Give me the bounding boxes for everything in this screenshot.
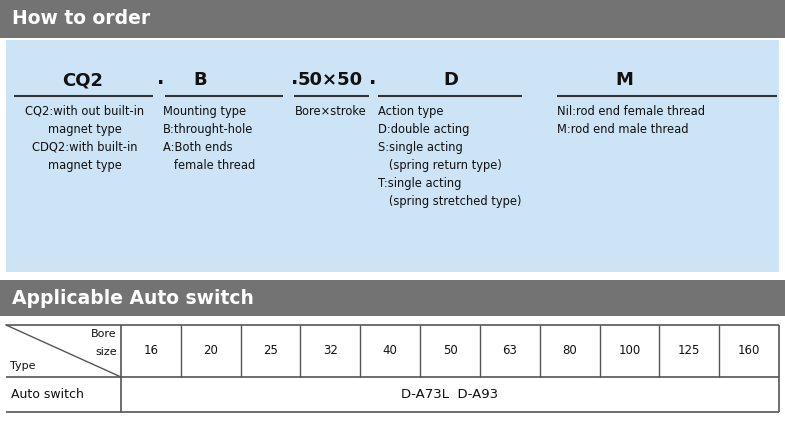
Text: D-A73L  D-A93: D-A73L D-A93 [401,388,498,401]
Text: 63: 63 [502,344,517,358]
Text: Applicable Auto switch: Applicable Auto switch [12,289,254,308]
Text: B:throught-hole: B:throught-hole [163,123,254,136]
Text: magnet type: magnet type [48,159,122,172]
Text: Bore: Bore [91,329,117,339]
Text: .: . [157,69,165,88]
Text: S:single acting: S:single acting [378,141,463,154]
Text: Bore×stroke: Bore×stroke [294,105,366,118]
Text: female thread: female thread [163,159,256,172]
Text: .: . [290,69,298,88]
Bar [0,0,785,38]
Text: 125: 125 [678,344,700,358]
Text: size: size [95,347,117,357]
Text: CQ2:with out built-in: CQ2:with out built-in [25,105,144,118]
Text: 32: 32 [323,344,338,358]
Text: 50×50: 50×50 [298,71,362,89]
Text: (spring stretched type): (spring stretched type) [378,195,522,208]
Bar [0,280,785,316]
Text: CDQ2:with built-in: CDQ2:with built-in [32,141,137,154]
Text: Mounting type: Mounting type [163,105,246,118]
Text: (spring return type): (spring return type) [378,159,502,172]
Text: Action type: Action type [378,105,444,118]
Text: 20: 20 [203,344,218,358]
Text: 40: 40 [383,344,398,358]
Text: Type: Type [10,361,35,371]
Text: magnet type: magnet type [48,123,122,136]
Text: .: . [369,69,377,88]
Text: D:double acting: D:double acting [378,123,469,136]
Text: T:single acting: T:single acting [378,177,462,190]
Text: 50: 50 [443,344,458,358]
Text: 100: 100 [619,344,641,358]
Bar [6,40,779,272]
Text: M:rod end male thread: M:rod end male thread [557,123,689,136]
Text: 80: 80 [562,344,577,358]
Text: 16: 16 [144,344,159,358]
Text: D: D [444,71,459,89]
Text: Auto switch: Auto switch [11,388,84,401]
Text: 160: 160 [738,344,761,358]
Text: CQ2: CQ2 [62,71,103,89]
Text: How to order: How to order [12,9,150,28]
Text: A:Both ends: A:Both ends [163,141,233,154]
Text: M: M [615,71,633,89]
Text: B: B [193,71,207,89]
Text: Nil:rod end female thread: Nil:rod end female thread [557,105,706,118]
Text: 25: 25 [263,344,278,358]
